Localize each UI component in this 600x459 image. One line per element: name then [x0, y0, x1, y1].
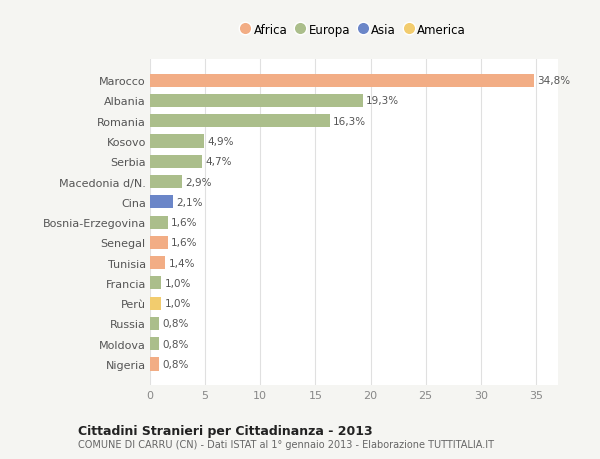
Bar	[150, 156, 202, 168]
Bar	[150, 297, 161, 310]
Text: 1,6%: 1,6%	[171, 218, 197, 228]
Text: 34,8%: 34,8%	[537, 76, 570, 86]
Text: Cittadini Stranieri per Cittadinanza - 2013: Cittadini Stranieri per Cittadinanza - 2…	[78, 424, 373, 437]
Text: 4,7%: 4,7%	[205, 157, 232, 167]
Legend: Africa, Europa, Asia, America: Africa, Europa, Asia, America	[238, 20, 470, 40]
Bar	[150, 135, 204, 148]
Text: 19,3%: 19,3%	[366, 96, 399, 106]
Bar	[150, 95, 363, 108]
Text: 1,0%: 1,0%	[164, 278, 191, 288]
Text: 2,1%: 2,1%	[176, 197, 203, 207]
Text: 1,4%: 1,4%	[169, 258, 195, 268]
Text: 0,8%: 0,8%	[162, 339, 188, 349]
Bar	[150, 74, 534, 88]
Text: 2,9%: 2,9%	[185, 177, 212, 187]
Bar	[150, 257, 166, 269]
Bar	[150, 216, 167, 229]
Bar	[150, 176, 182, 189]
Bar	[150, 277, 161, 290]
Text: COMUNE DI CARRU (CN) - Dati ISTAT al 1° gennaio 2013 - Elaborazione TUTTITALIA.I: COMUNE DI CARRU (CN) - Dati ISTAT al 1° …	[78, 440, 494, 449]
Bar	[150, 115, 330, 128]
Text: 16,3%: 16,3%	[333, 117, 366, 127]
Text: 0,8%: 0,8%	[162, 359, 188, 369]
Bar	[150, 358, 159, 371]
Bar	[150, 196, 173, 209]
Bar	[150, 337, 159, 351]
Text: 1,0%: 1,0%	[164, 298, 191, 308]
Bar	[150, 236, 167, 249]
Text: 4,9%: 4,9%	[208, 137, 234, 147]
Text: 1,6%: 1,6%	[171, 238, 197, 248]
Text: 0,8%: 0,8%	[162, 319, 188, 329]
Bar	[150, 317, 159, 330]
